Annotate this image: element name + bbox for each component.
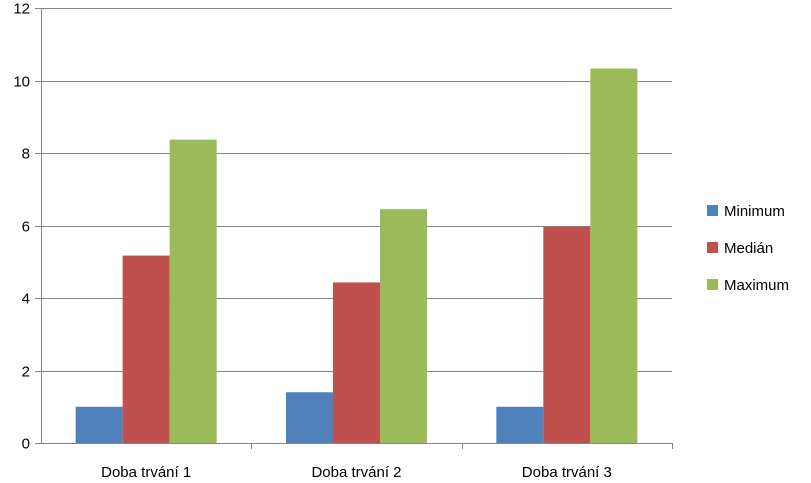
y-tick-label: 8 [22,146,30,163]
legend-swatch [707,205,718,216]
x-category-label: Doba trvání 1 [101,464,191,481]
legend: Minimum Medián Maximum [707,203,789,294]
bar-medi-n-3 [543,226,591,443]
legend-label: Medián [724,240,773,257]
y-tick-label: 12 [13,1,30,18]
bar-minimum-1 [75,406,123,443]
y-tick-label: 10 [13,74,30,91]
y-tick-label: 2 [22,364,30,381]
legend-swatch [707,279,718,290]
legend-label: Maximum [724,277,789,294]
x-category-label: Doba trvání 3 [522,464,612,481]
x-axis-labels: Doba trvání 1 Doba trvání 2 Doba trvání 3 [101,464,612,481]
bar-maximum-1 [169,139,217,443]
bar-maximum-2 [380,209,427,443]
y-tick-label: 6 [22,219,30,236]
bar-minimum-2 [286,392,333,443]
bar-medi-n-2 [333,282,380,443]
legend-label: Minimum [724,203,785,220]
bar-medi-n-1 [122,255,170,443]
legend-swatch [707,242,718,253]
y-axis-ticks: 0 2 4 6 8 10 12 [13,1,41,453]
bar-minimum-3 [496,406,544,443]
bars [75,68,638,443]
bar-maximum-3 [590,68,638,443]
axes [41,8,673,449]
y-tick-label: 4 [22,291,30,308]
y-tick-label: 0 [22,436,30,453]
x-category-label: Doba trvání 2 [311,464,401,481]
